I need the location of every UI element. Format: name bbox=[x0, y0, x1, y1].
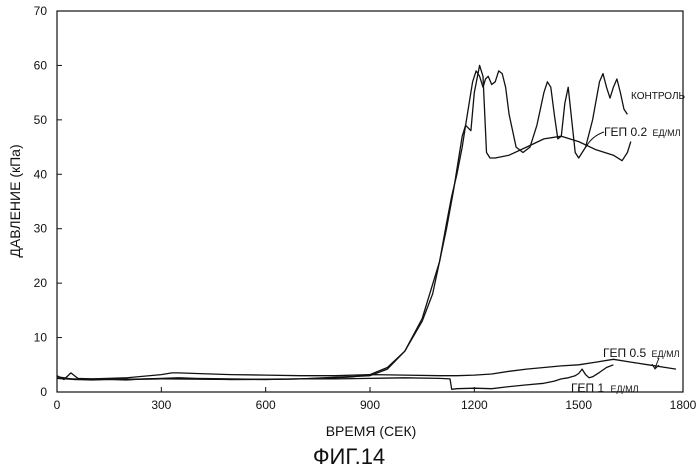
x-tick-label: 1800 bbox=[670, 398, 697, 412]
label-gep-1-name: ГЕП 1 bbox=[571, 381, 604, 395]
x-tick-label: 600 bbox=[256, 398, 276, 412]
y-tick-label: 10 bbox=[34, 331, 48, 345]
y-axis-title: ДАВЛЕНИЕ (кПа) bbox=[7, 144, 23, 257]
y-tick-label: 30 bbox=[34, 222, 48, 236]
series-layer bbox=[57, 65, 676, 389]
y-tick-label: 40 bbox=[34, 167, 48, 181]
label-control: КОНТРОЛЬ bbox=[631, 91, 686, 102]
y-tick-label: 60 bbox=[34, 58, 48, 72]
label-gep-1: ГЕП 1 ЕД/МЛ bbox=[571, 381, 639, 395]
plot-frame bbox=[57, 11, 683, 392]
label-gep-05-name: ГЕП 0.5 bbox=[603, 346, 646, 360]
series-line-gep-02 bbox=[57, 65, 631, 379]
figure-caption: ФИГ.14 bbox=[313, 444, 385, 469]
plot-area-border bbox=[57, 11, 683, 392]
x-tick-label: 0 bbox=[54, 398, 61, 412]
y-tick-label: 20 bbox=[34, 276, 48, 290]
label-gep-1-unit: ЕД/МЛ bbox=[610, 384, 638, 394]
x-tick-label: 900 bbox=[360, 398, 380, 412]
x-axis-title: ВРЕМЯ (СЕК) bbox=[326, 423, 417, 439]
y-tick-label: 70 bbox=[34, 4, 48, 18]
label-gep-05-arrow bbox=[652, 358, 659, 369]
x-tick-label: 300 bbox=[151, 398, 171, 412]
label-gep-05-unit: ЕД/МЛ bbox=[652, 349, 680, 359]
y-tick-label: 0 bbox=[40, 385, 47, 399]
label-gep-02: ГЕП 0.2 ЕД/МЛ bbox=[604, 125, 681, 139]
x-tick-label: 1500 bbox=[565, 398, 592, 412]
y-tick-label: 50 bbox=[34, 113, 48, 127]
label-gep-02-unit: ЕД/МЛ bbox=[653, 128, 681, 138]
label-gep-05: ГЕП 0.5 ЕД/МЛ bbox=[603, 346, 680, 360]
y-axis: 0 10 20 30 40 50 60 70 bbox=[34, 4, 62, 399]
series-line-control bbox=[57, 71, 627, 380]
label-gep-02-name: ГЕП 0.2 bbox=[604, 125, 647, 139]
x-tick-label: 1200 bbox=[461, 398, 488, 412]
